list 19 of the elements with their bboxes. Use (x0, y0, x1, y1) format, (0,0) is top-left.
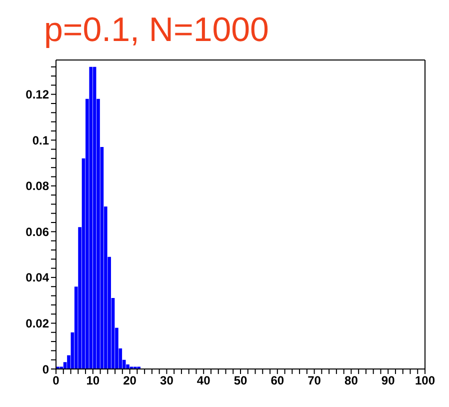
x-tick-label: 80 (344, 374, 358, 388)
chart-title: p=0.1, N=1000 (43, 10, 270, 51)
x-tick-label: 90 (381, 374, 396, 388)
y-tick-label: 0.02 (26, 316, 50, 330)
x-tick-label: 60 (270, 374, 284, 388)
x-tick-label: 40 (196, 374, 211, 388)
x-tick-label: 70 (308, 374, 322, 388)
x-tick-label: 20 (123, 374, 137, 388)
x-tick-label: 0 (52, 374, 60, 388)
x-tick-label: 10 (86, 374, 100, 388)
y-tick-label: 0.06 (26, 224, 50, 239)
x-tick-label: 50 (234, 374, 248, 388)
x-tick-label: 30 (160, 374, 174, 388)
y-tick-label: 0.08 (26, 179, 50, 194)
y-tick-label: 0.1 (32, 133, 50, 148)
y-tick-label: 0 (42, 362, 50, 376)
y-tick-label: 0.04 (26, 270, 50, 285)
y-tick-label: 0.12 (26, 88, 50, 102)
x-tick-label: 100 (414, 374, 436, 388)
